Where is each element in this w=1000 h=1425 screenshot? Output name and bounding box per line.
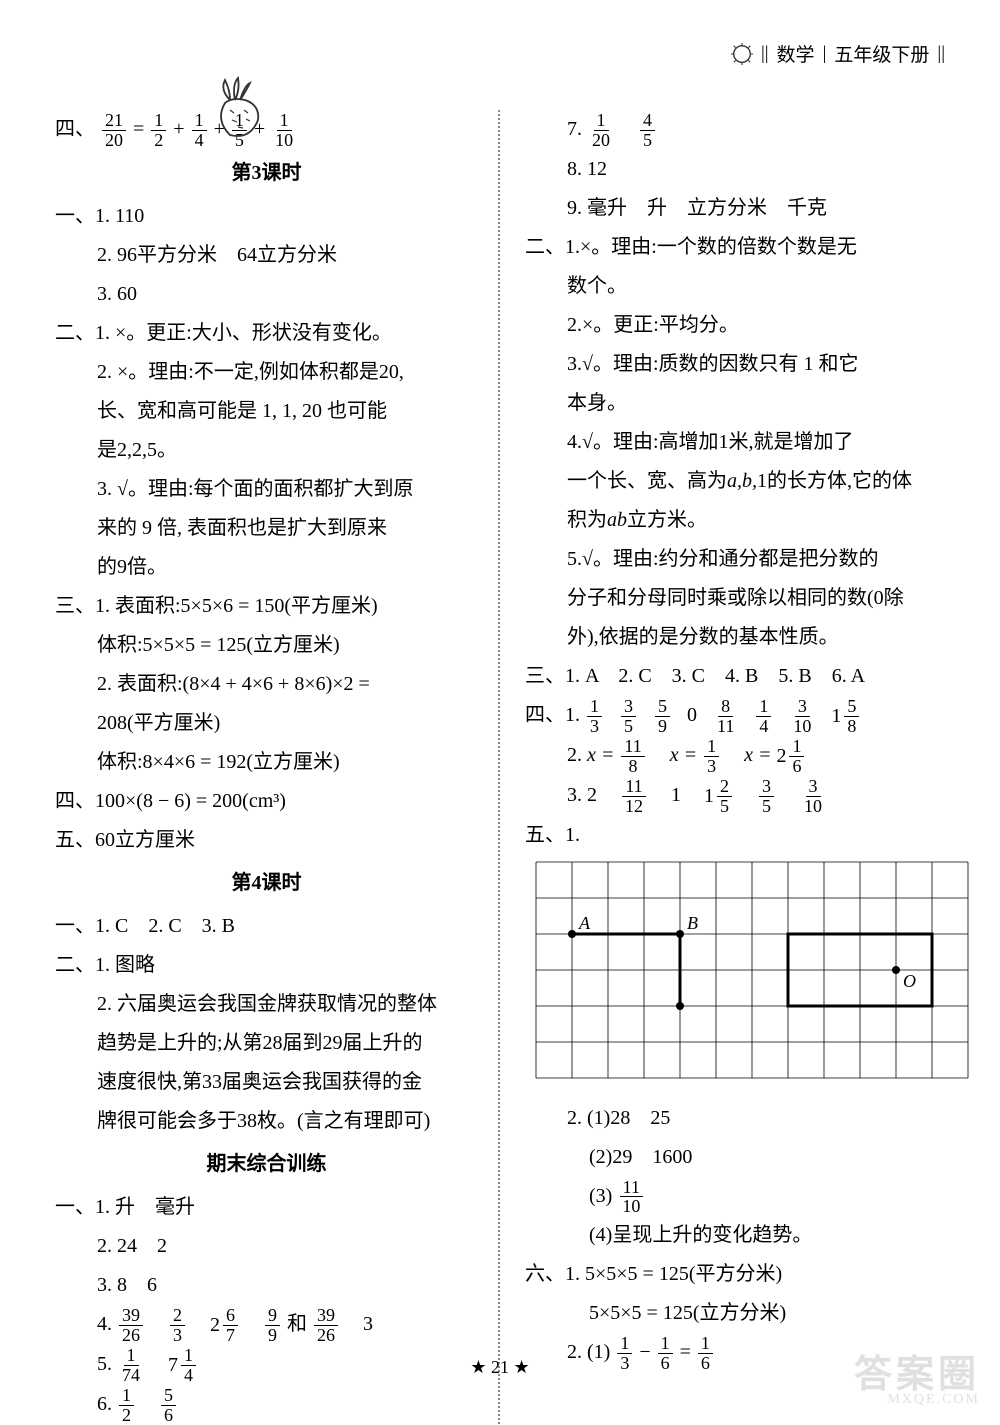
r4-1-line: 四、1. 13 35 59 0 811 14 310 158: [525, 696, 945, 736]
text-line: 长、宽和高可能是 1, 1, 20 也可能: [55, 392, 478, 431]
text-line: 外),依据的是分数的基本性质。: [525, 618, 945, 657]
page-footer: ★ 21 ★: [0, 1357, 1000, 1378]
text-line: 一、1. 110: [55, 197, 478, 236]
header-divider: ||: [761, 43, 769, 65]
r2-4c-line: 积为ab立方米。: [525, 501, 945, 540]
header-subject: 数学: [777, 40, 815, 67]
text-line: 体积:5×5×5 = 125(立方厘米): [55, 626, 478, 665]
text-line: 速度很快,第33届奥运会我国获得的金: [55, 1063, 478, 1102]
text-line: (2)29 1600: [525, 1138, 945, 1177]
text-line: 2. (1)28 25: [525, 1099, 945, 1138]
text-line: 3. 60: [55, 275, 478, 314]
text-line: 4.√。理由:高增加1米,就是增加了: [525, 423, 945, 462]
header-icon: [731, 43, 753, 65]
svg-text:B: B: [687, 913, 698, 933]
text-line: 9. 毫升 升 立方分米 千克: [525, 189, 945, 228]
frac: 2120: [102, 111, 126, 150]
text-line: 来的 9 倍, 表面积也是扩大到原来: [55, 509, 478, 548]
text-line: 3.√。理由:质数的因数只有 1 和它: [525, 345, 945, 384]
title-final: 期末综合训练: [55, 1145, 478, 1184]
text-line: 六、1. 5×5×5 = 125(平方分米): [525, 1255, 945, 1294]
text-line: 二、1. 图略: [55, 946, 478, 985]
page-header: || 数学 | 五年级下册 ||: [731, 40, 945, 67]
r4-2-line: 2. x = 118 x = 13 x = 216: [525, 736, 945, 776]
text-line: 2. 表面积:(8×4 + 4×6 + 8×6)×2 =: [55, 665, 478, 704]
text-line: 2. 六届奥运会我国金牌获取情况的整体: [55, 985, 478, 1024]
page-number: 21: [491, 1357, 509, 1377]
l4-prefix: 四、: [55, 118, 95, 140]
r4-3-line: 3. 2 1112 1 125 35 310: [525, 776, 945, 816]
r7-line: 7. 120 45: [525, 110, 945, 150]
svg-text:O: O: [903, 971, 916, 991]
r5-2-3-line: (3) 1110: [525, 1177, 945, 1217]
text-line: 数个。: [525, 267, 945, 306]
header-divider3: ||: [937, 43, 945, 65]
text-line: 8. 12: [525, 150, 945, 189]
text-line: 三、1. 表面积:5×5×6 = 150(平方厘米): [55, 587, 478, 626]
text-line: 分子和分母同时乘或除以相同的数(0除: [525, 579, 945, 618]
text-line: 一、1. 升 毫升: [55, 1188, 478, 1227]
svg-text:A: A: [578, 913, 591, 933]
grid-figure: A B O: [535, 861, 945, 1093]
text-line: 体积:8×4×6 = 192(立方厘米): [55, 743, 478, 782]
title-lesson4: 第4课时: [55, 864, 478, 903]
text-line: 2. 96平方分米 64立方分米: [55, 236, 478, 275]
text-line: 四、100×(8 − 6) = 200(cm³): [55, 782, 478, 821]
text-line: 五、60立方厘米: [55, 821, 478, 860]
text-line: (4)呈现上升的变化趋势。: [525, 1216, 945, 1255]
header-grade: 五年级下册: [834, 40, 929, 67]
content-columns: 四、 2120 = 12 + 14 + 15 + 110 第3课时 一、1. 1…: [55, 110, 945, 1424]
text-line: 2.×。更正:平均分。: [525, 306, 945, 345]
text-line: 二、1.×。理由:一个数的倍数个数是无: [525, 228, 945, 267]
header-divider2: |: [823, 43, 827, 65]
f1-4-line: 4. 3926 23 267 99 和 3926 3: [55, 1305, 478, 1345]
text-line: 的9倍。: [55, 548, 478, 587]
text-line: 五、1.: [525, 816, 945, 855]
text-line: 5×5×5 = 125(立方分米): [525, 1294, 945, 1333]
title-lesson3: 第3课时: [55, 154, 478, 193]
text-line: 3. √。理由:每个面的面积都扩大到原: [55, 470, 478, 509]
left-column: 四、 2120 = 12 + 14 + 15 + 110 第3课时 一、1. 1…: [55, 110, 500, 1424]
text-line: 本身。: [525, 384, 945, 423]
text-line: 208(平方厘米): [55, 704, 478, 743]
text-line: 一、1. C 2. C 3. B: [55, 907, 478, 946]
carrot-icon: [200, 75, 280, 145]
r2-4b-line: 一个长、宽、高为a,b,1的长方体,它的体: [525, 462, 945, 501]
text-line: 2. 24 2: [55, 1227, 478, 1266]
f1-6-line: 6. 12 56: [55, 1385, 478, 1425]
text-line: 是2,2,5。: [55, 431, 478, 470]
text-line: 趋势是上升的;从第28届到29届上升的: [55, 1024, 478, 1063]
text-line: 二、1. ×。更正:大小、形状没有变化。: [55, 314, 478, 353]
right-column: 7. 120 45 8. 12 9. 毫升 升 立方分米 千克 二、1.×。理由…: [500, 110, 945, 1424]
text-line: 三、1. A 2. C 3. C 4. B 5. B 6. A: [525, 657, 945, 696]
text-line: 2. ×。理由:不一定,例如体积都是20,: [55, 353, 478, 392]
text-line: 5.√。理由:约分和通分都是把分数的: [525, 540, 945, 579]
text-line: 牌很可能会多于38枚。(言之有理即可): [55, 1102, 478, 1141]
text-line: 3. 8 6: [55, 1266, 478, 1305]
